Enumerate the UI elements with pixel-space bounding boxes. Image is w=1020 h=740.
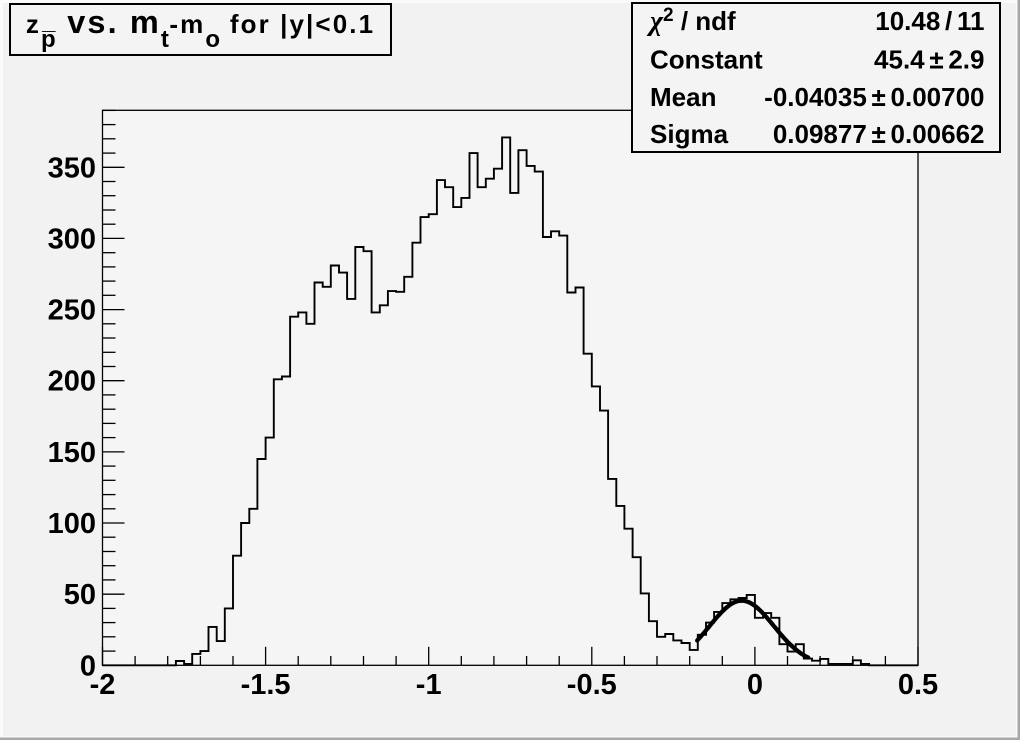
svg-text:0: 0 — [747, 669, 763, 701]
svg-text:Sigma: Sigma — [650, 119, 729, 149]
svg-text:0.09877 ± 0.00662: 0.09877 ± 0.00662 — [773, 119, 985, 149]
svg-text:-1: -1 — [416, 669, 442, 701]
svg-text:-0.5: -0.5 — [567, 669, 617, 701]
svg-text:100: 100 — [48, 508, 96, 540]
svg-text:0.5: 0.5 — [898, 669, 938, 701]
svg-text:Mean: Mean — [650, 82, 716, 112]
svg-text:150: 150 — [48, 437, 96, 469]
svg-text:250: 250 — [48, 295, 96, 327]
svg-text:200: 200 — [48, 366, 96, 398]
svg-text:-2: -2 — [90, 669, 116, 701]
svg-text:-0.04035 ± 0.00700: -0.04035 ± 0.00700 — [764, 82, 984, 112]
svg-text:45.4 ± 2.9: 45.4 ± 2.9 — [874, 44, 984, 74]
svg-text:χ2 / ndf: χ2 / ndf — [646, 5, 736, 37]
svg-text:350: 350 — [48, 152, 96, 184]
svg-text:10.48 / 11: 10.48 / 11 — [875, 6, 984, 36]
svg-text:Constant: Constant — [650, 44, 763, 74]
svg-text:300: 300 — [48, 223, 96, 255]
svg-text:50: 50 — [64, 579, 96, 611]
svg-text:0: 0 — [80, 650, 96, 682]
svg-text:-1.5: -1.5 — [241, 669, 291, 701]
